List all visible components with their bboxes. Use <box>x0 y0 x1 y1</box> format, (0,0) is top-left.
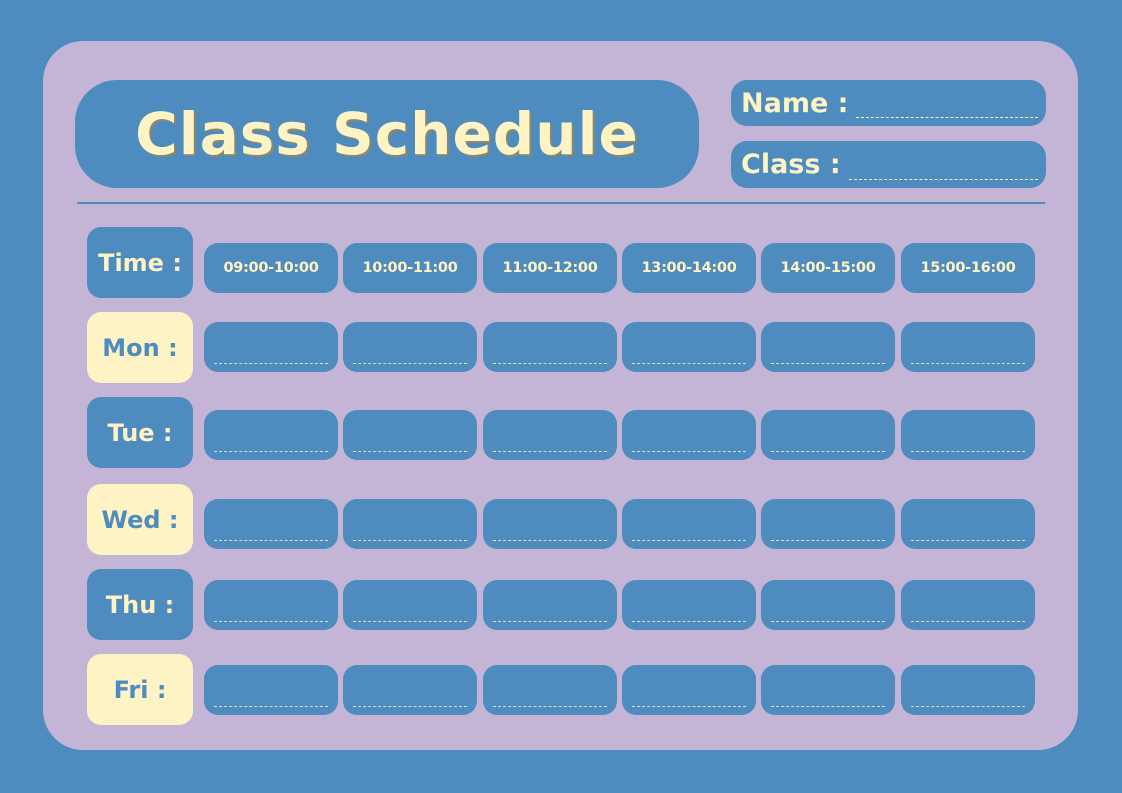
cell-write-line <box>771 363 885 364</box>
schedule-cell[interactable] <box>343 499 477 549</box>
cell-write-line <box>353 621 467 622</box>
schedule-cell[interactable] <box>622 322 756 372</box>
cell-write-line <box>353 451 467 452</box>
cell-write-line <box>771 621 885 622</box>
schedule-cell[interactable] <box>204 665 338 715</box>
time-slot-header: 10:00-11:00 <box>343 243 477 293</box>
schedule-cell[interactable] <box>204 322 338 372</box>
page-title: Class Schedule <box>135 100 639 168</box>
schedule-cell[interactable] <box>761 322 895 372</box>
cell-write-line <box>771 706 885 707</box>
cell-write-line <box>911 621 1025 622</box>
schedule-cell[interactable] <box>622 410 756 460</box>
cell-write-line <box>493 363 607 364</box>
cell-write-line <box>214 621 328 622</box>
schedule-cell[interactable] <box>204 410 338 460</box>
schedule-cell[interactable] <box>901 580 1035 630</box>
day-label: Tue : <box>87 397 193 468</box>
schedule-cell[interactable] <box>901 499 1035 549</box>
cell-write-line <box>911 540 1025 541</box>
cell-write-line <box>353 363 467 364</box>
cell-write-line <box>911 706 1025 707</box>
time-slot-header: 13:00-14:00 <box>622 243 756 293</box>
cell-write-line <box>493 540 607 541</box>
day-label: Thu : <box>87 569 193 640</box>
name-label: Name : <box>741 87 849 119</box>
schedule-cell[interactable] <box>761 410 895 460</box>
name-input-line[interactable] <box>856 117 1038 118</box>
cell-write-line <box>771 540 885 541</box>
schedule-cell[interactable] <box>483 322 617 372</box>
cell-write-line <box>771 451 885 452</box>
cell-write-line <box>632 540 746 541</box>
cell-write-line <box>214 363 328 364</box>
schedule-cell[interactable] <box>343 580 477 630</box>
cell-write-line <box>632 451 746 452</box>
day-label: Wed : <box>87 484 193 555</box>
cell-write-line <box>353 540 467 541</box>
schedule-cell[interactable] <box>761 580 895 630</box>
day-label: Mon : <box>87 312 193 383</box>
cell-write-line <box>214 706 328 707</box>
schedule-cell[interactable] <box>622 580 756 630</box>
cell-write-line <box>632 363 746 364</box>
time-slot-header: 09:00-10:00 <box>204 243 338 293</box>
cell-write-line <box>911 363 1025 364</box>
cell-write-line <box>493 451 607 452</box>
schedule-cell[interactable] <box>761 499 895 549</box>
schedule-cell[interactable] <box>483 665 617 715</box>
schedule-cell[interactable] <box>343 322 477 372</box>
time-slot-header: 11:00-12:00 <box>483 243 617 293</box>
schedule-cell[interactable] <box>343 410 477 460</box>
cell-write-line <box>632 706 746 707</box>
schedule-cell[interactable] <box>204 499 338 549</box>
time-slot-header: 14:00-15:00 <box>761 243 895 293</box>
cell-write-line <box>214 451 328 452</box>
schedule-cell[interactable] <box>483 499 617 549</box>
schedule-cell[interactable] <box>901 410 1035 460</box>
cell-write-line <box>911 451 1025 452</box>
schedule-cell[interactable] <box>622 499 756 549</box>
schedule-cell[interactable] <box>901 322 1035 372</box>
cell-write-line <box>493 706 607 707</box>
class-label: Class : <box>741 149 841 180</box>
cell-write-line <box>632 621 746 622</box>
cell-write-line <box>353 706 467 707</box>
class-input-line[interactable] <box>848 179 1038 180</box>
schedule-cell[interactable] <box>204 580 338 630</box>
schedule-cell[interactable] <box>901 665 1035 715</box>
schedule-cell[interactable] <box>622 665 756 715</box>
name-field[interactable]: Name : <box>731 80 1046 126</box>
time-slot-header: 15:00-16:00 <box>901 243 1035 293</box>
schedule-cell[interactable] <box>483 410 617 460</box>
schedule-cell[interactable] <box>483 580 617 630</box>
class-field[interactable]: Class : <box>731 141 1046 188</box>
title-banner: Class Schedule <box>75 80 699 188</box>
divider <box>77 202 1045 204</box>
schedule-cell[interactable] <box>343 665 477 715</box>
time-label: Time : <box>87 227 193 298</box>
cell-write-line <box>214 540 328 541</box>
day-label: Fri : <box>87 654 193 725</box>
schedule-cell[interactable] <box>761 665 895 715</box>
cell-write-line <box>493 621 607 622</box>
